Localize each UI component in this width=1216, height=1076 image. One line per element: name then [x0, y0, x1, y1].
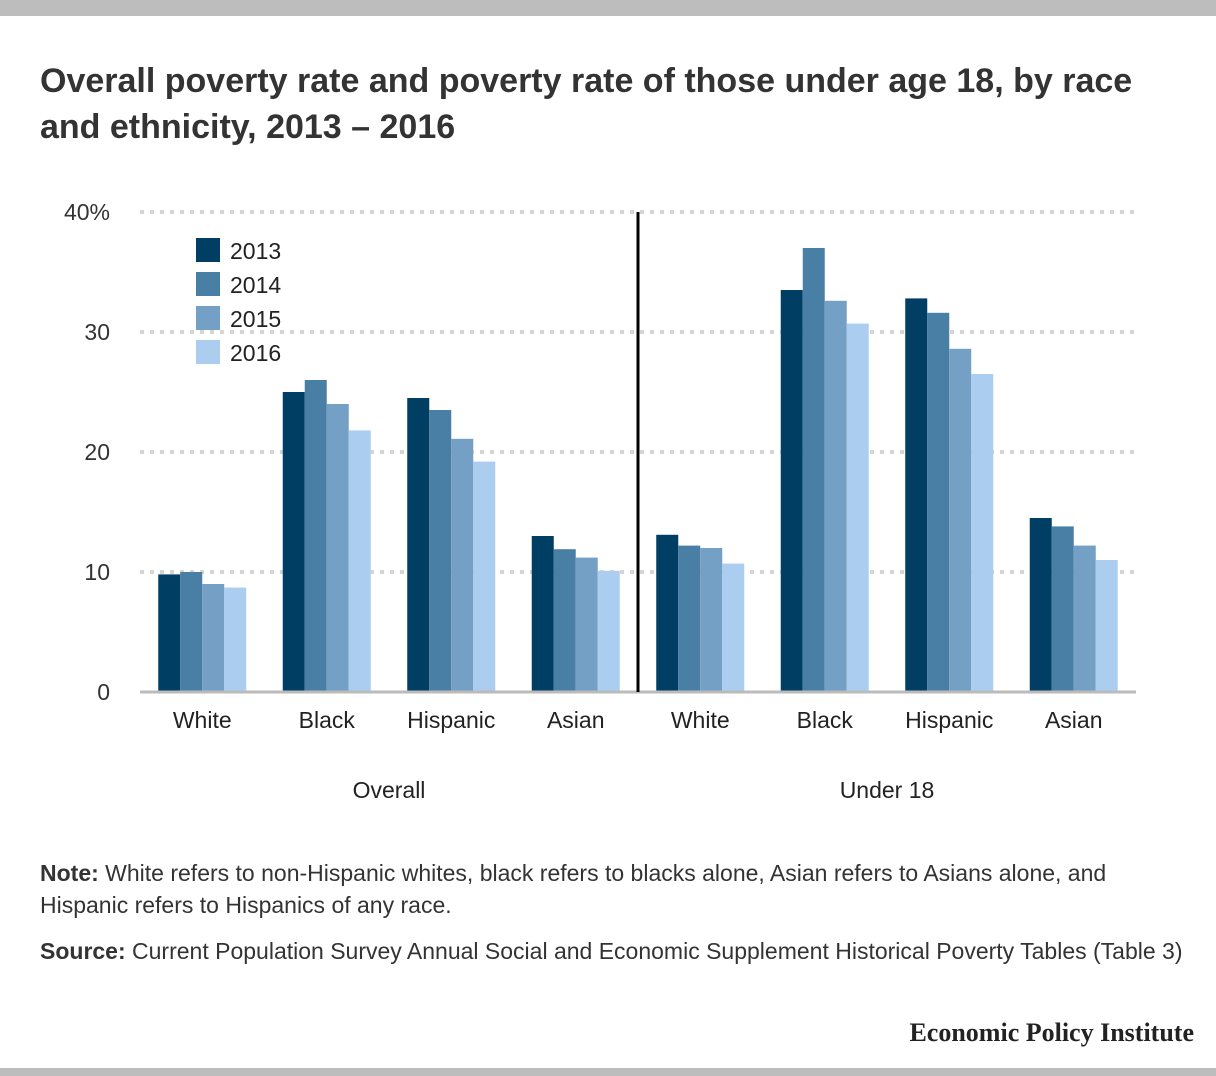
bar-2016	[224, 587, 247, 692]
bar-2014	[180, 572, 203, 692]
y-tick-label: 30	[84, 319, 110, 345]
bar-2013	[656, 534, 679, 692]
bar-2013	[780, 290, 803, 692]
bar-2013	[158, 574, 181, 692]
legend-label: 2015	[230, 306, 281, 332]
x-tick-label: White	[671, 707, 730, 733]
bar-2014	[927, 312, 950, 692]
y-tick-label: 40%	[64, 199, 110, 225]
bar-2013	[282, 392, 305, 692]
x-tick-label: Hispanic	[407, 707, 495, 733]
note-text: White refers to non-Hispanic whites, bla…	[40, 860, 1107, 918]
publisher-logo: Economic Policy Institute	[909, 1018, 1194, 1047]
x-tick-label: White	[173, 707, 232, 733]
bar-2013	[1029, 518, 1052, 692]
bar-2015	[824, 300, 847, 692]
bar-2015	[1073, 545, 1096, 692]
x-tick-label: Black	[299, 707, 356, 733]
x-tick-label: Black	[797, 707, 854, 733]
x-tick-label: Asian	[1045, 707, 1103, 733]
bar-2015	[451, 438, 474, 692]
bar-2013	[531, 536, 554, 692]
legend-swatch	[196, 340, 220, 364]
legend-label: 2016	[230, 340, 281, 366]
bar-2016	[597, 570, 620, 692]
bar-2013	[905, 298, 928, 692]
source-label: Source:	[40, 938, 126, 964]
bar-2014	[1051, 526, 1074, 692]
legend-swatch	[196, 238, 220, 262]
x-tick-label: Asian	[547, 707, 605, 733]
poverty-chart: 0 10 20 30 40% White Black Hispanic Asian White Bl…	[64, 199, 1136, 803]
legend-label: 2014	[230, 272, 281, 298]
bar-2016	[722, 563, 745, 692]
bar-2016	[473, 461, 496, 692]
bar-2015	[949, 348, 972, 692]
legend-swatch	[196, 306, 220, 330]
chart-title: Overall poverty rate and poverty rate of…	[40, 62, 1133, 146]
bar-2016	[846, 323, 869, 692]
bar-2015	[575, 557, 598, 692]
bar-2014	[678, 545, 701, 692]
x-tick-label: Hispanic	[905, 707, 993, 733]
y-tick-label: 0	[97, 679, 110, 705]
note-label: Note:	[40, 860, 99, 886]
bar-2015	[326, 404, 349, 692]
bar-2016	[348, 430, 371, 692]
legend-swatch	[196, 272, 220, 296]
top-border	[0, 0, 1216, 16]
legend-label: 2013	[230, 238, 281, 264]
bar-2014	[802, 248, 825, 692]
bar-2015	[700, 548, 723, 692]
bottom-border	[0, 1068, 1216, 1076]
bar-2014	[553, 549, 576, 692]
bar-2014	[429, 410, 452, 692]
bar-2013	[407, 398, 430, 692]
bar-2016	[1095, 560, 1118, 692]
bar-2015	[202, 584, 225, 692]
source-text: Current Population Survey Annual Social …	[125, 938, 1183, 964]
y-tick-label: 20	[84, 439, 110, 465]
source: Source: Current Population Survey Annual…	[40, 935, 1190, 967]
y-tick-label: 10	[84, 559, 110, 585]
group-label: Overall	[353, 777, 426, 803]
bar-2014	[304, 380, 327, 692]
bar-2016	[971, 374, 994, 692]
note: Note: White refers to non-Hispanic white…	[40, 857, 1190, 921]
group-label: Under 18	[840, 777, 935, 803]
